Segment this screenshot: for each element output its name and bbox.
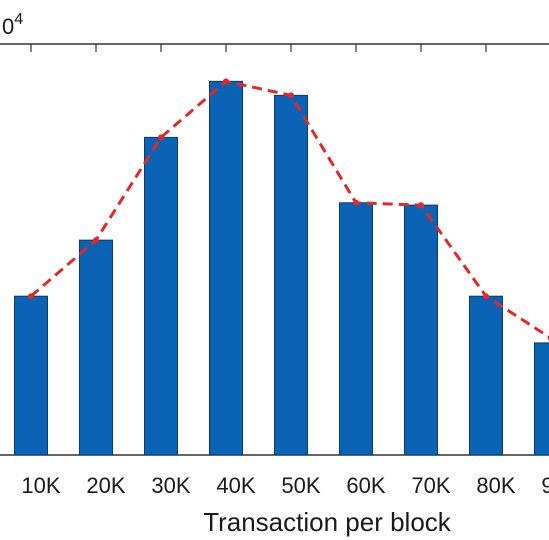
x-tick-labels: 10K 20K 30K 40K 50K 60K 70K 80K 90K [21,473,549,498]
x-tick-label-50K: 50K [281,473,320,498]
trend-point-40K [223,78,229,85]
trend-point-80K [483,293,489,300]
trend-point-60K [353,199,359,206]
exponent-base: 0 [2,14,14,39]
x-tick-label-30K: 30K [151,473,190,498]
top-ticks [30,44,487,52]
plot-area [0,43,549,456]
x-tick-label-90K: 90K [541,473,549,498]
bar-50K [274,94,308,456]
exponent-power: 4 [14,11,23,28]
bars [14,80,549,456]
bar-60K [339,202,373,456]
trend-point-70K [418,202,424,209]
bar-80K [469,295,503,456]
bar-10K [14,295,48,456]
y-exponent-label: 04 [2,11,23,39]
bar-40K [209,80,243,456]
trend-markers [28,78,549,341]
bar-20K [79,239,113,456]
bar-70K [404,204,438,456]
x-tick-label-10K: 10K [21,473,60,498]
trend-point-10K [28,293,34,300]
trend-point-20K [93,237,99,244]
bar-90K [534,342,549,456]
x-tick-label-20K: 20K [86,473,125,498]
x-axis-title: Transaction per block [203,507,452,537]
bar-30K [144,136,178,456]
x-tick-label-80K: 80K [476,473,515,498]
trend-point-50K [288,92,294,99]
trend-point-30K [158,134,164,141]
x-tick-label-70K: 70K [411,473,450,498]
x-tick-label-40K: 40K [216,473,255,498]
x-tick-label-60K: 60K [346,473,385,498]
